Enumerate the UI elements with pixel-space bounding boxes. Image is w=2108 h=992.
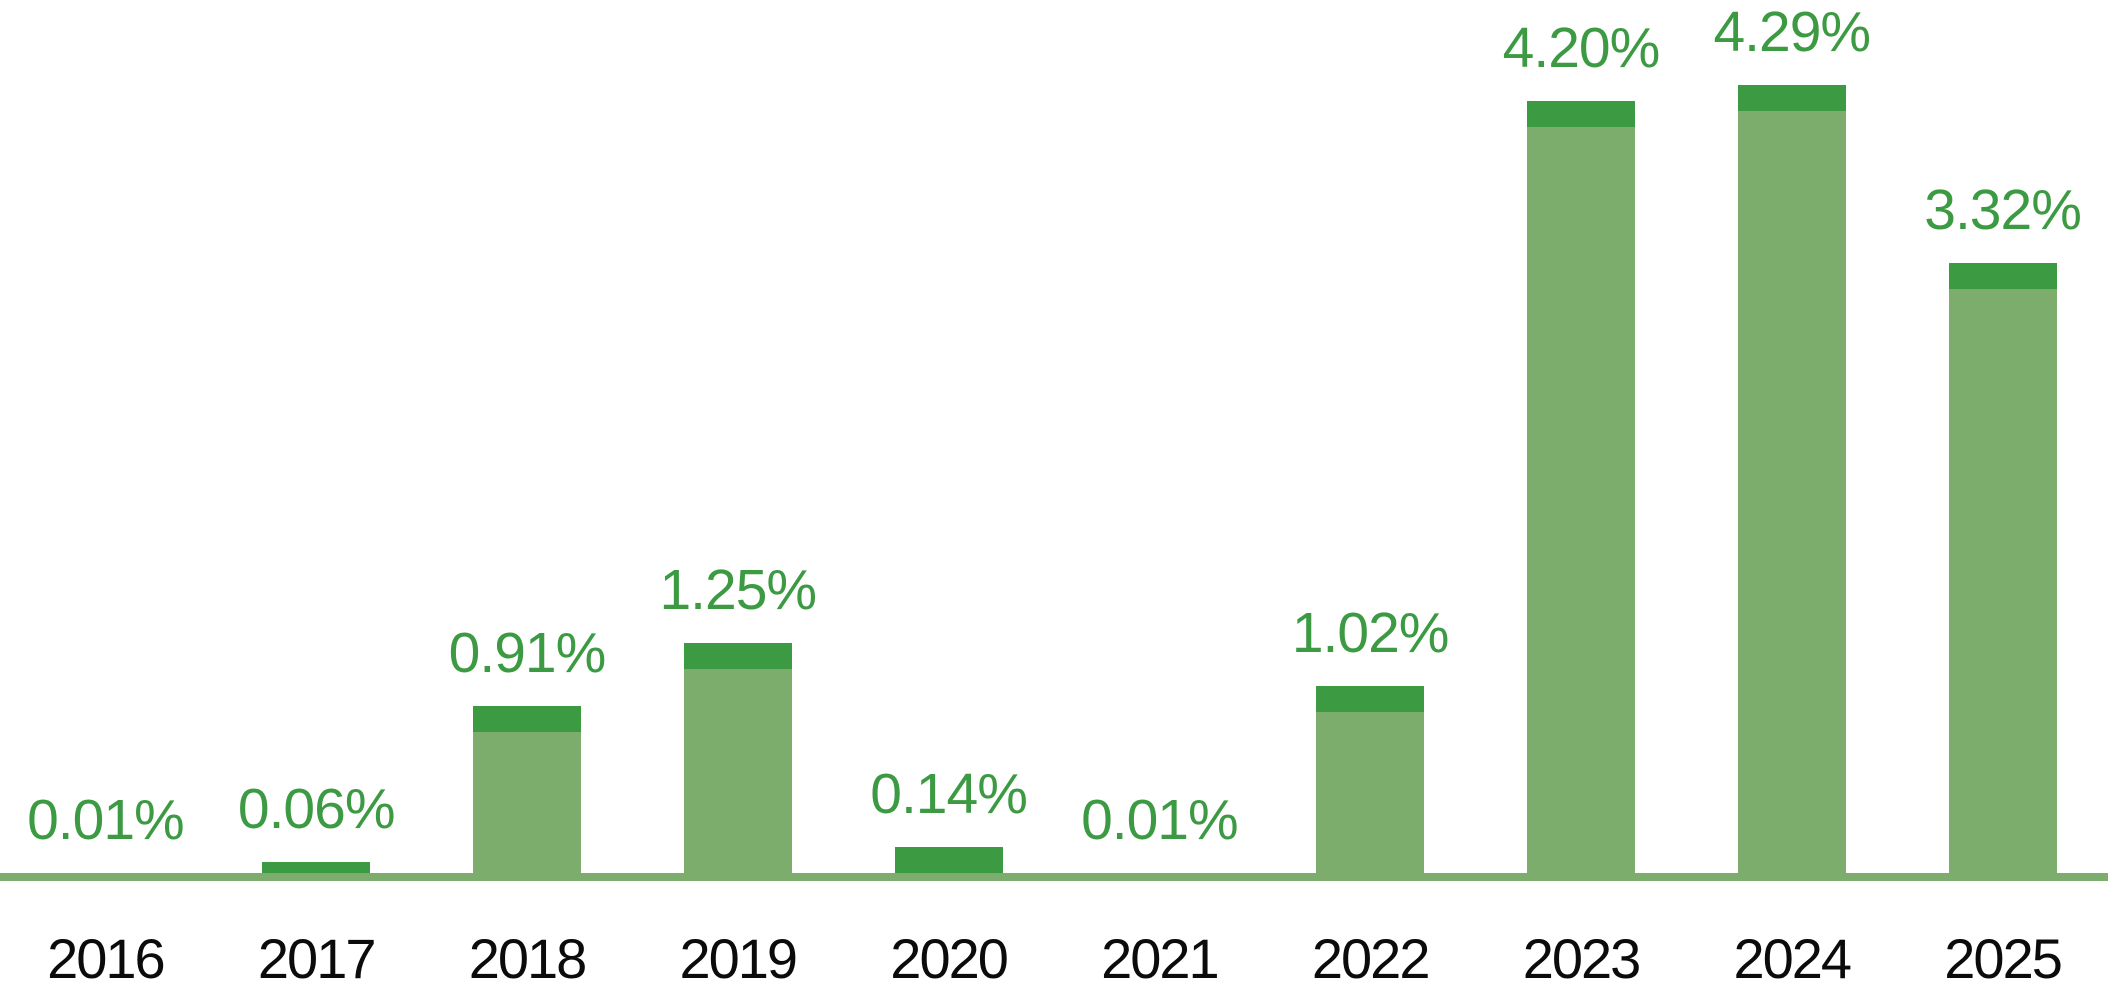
bar-cap-segment xyxy=(894,847,1003,873)
bar-cap-segment xyxy=(683,643,792,669)
x-tick-label: 2024 xyxy=(1733,927,1852,990)
x-tick-label: 2025 xyxy=(1944,927,2063,990)
bar xyxy=(1948,263,2057,873)
bar-value-label: 0.91% xyxy=(448,621,607,685)
x-tick-label: 2021 xyxy=(1101,927,1220,990)
bar-value-label: 1.25% xyxy=(659,558,817,622)
bar-value-label: 4.20% xyxy=(1502,16,1661,80)
x-tick-label: 2022 xyxy=(1311,927,1431,990)
x-tick-label: 2017 xyxy=(257,927,377,990)
bar xyxy=(1526,101,1635,873)
bar-value-label: 0.01% xyxy=(1081,788,1239,852)
bar-group: 0.01% xyxy=(0,0,211,873)
bar-value-label: 1.02% xyxy=(1291,601,1450,665)
bar-value-label: 0.01% xyxy=(27,788,185,852)
bar-cap-segment xyxy=(1526,101,1635,127)
bar xyxy=(262,862,371,873)
bar-cap-segment xyxy=(472,706,581,732)
bar-value-label: 0.06% xyxy=(237,777,396,841)
bar xyxy=(894,847,1003,873)
bar-group: 4.29% xyxy=(1686,0,1897,873)
x-tick-label: 2019 xyxy=(679,927,799,990)
bar xyxy=(1316,686,1425,873)
bar-group: 0.14% xyxy=(843,0,1054,873)
bar-cap-segment xyxy=(262,862,371,873)
bar xyxy=(1737,85,1846,873)
bar-cap-segment xyxy=(1948,263,2057,289)
x-tick-label: 2018 xyxy=(468,927,588,990)
bar-cap-segment xyxy=(1316,686,1425,712)
bar-value-label: 4.29% xyxy=(1713,0,1871,64)
bar-cap-segment xyxy=(1737,85,1846,111)
bar xyxy=(683,643,792,873)
bar-group: 0.91% xyxy=(422,0,633,873)
bar-group: 0.06% xyxy=(211,0,422,873)
x-tick-label: 2020 xyxy=(890,927,1009,990)
bar-group: 4.20% xyxy=(1476,0,1687,873)
bar-group: 0.01% xyxy=(1054,0,1265,873)
bar-group: 3.32% xyxy=(1897,0,2108,873)
x-tick-label: 2023 xyxy=(1522,927,1642,990)
x-axis-line xyxy=(0,873,2108,881)
bar-group: 1.25% xyxy=(632,0,843,873)
x-tick-label: 2016 xyxy=(47,927,166,990)
plot-area: 0.01% 0.06% 0.91% 1.25% 0.14% 0.01% 1.02% 4.20%… xyxy=(0,0,2108,873)
bar xyxy=(472,706,581,873)
bar-value-label: 3.32% xyxy=(1924,178,2082,242)
x-axis-tick-labels: 2016 2017 2018 2019 2020 2021 2022 2023 2024 2025 xyxy=(0,881,2108,992)
bar-group: 1.02% xyxy=(1265,0,1476,873)
bar-value-label: 0.14% xyxy=(870,762,1028,826)
